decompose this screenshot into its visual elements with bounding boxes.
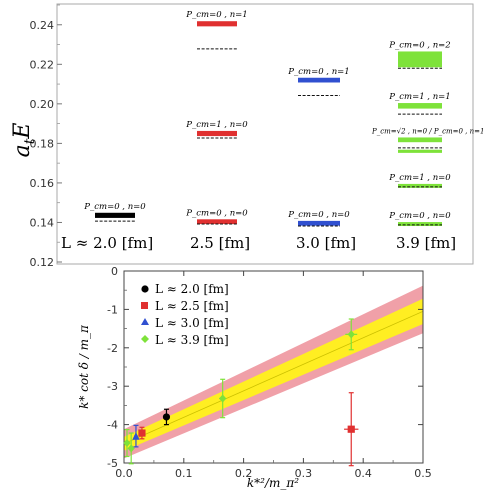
legend-label: L ≈ 3.0 [fm] xyxy=(155,316,229,330)
marker-circle xyxy=(162,413,171,421)
y-tick-label: 0.24 xyxy=(30,19,55,32)
legend-item: L ≈ 2.5 [fm] xyxy=(141,299,229,313)
y-tick-label: 0.14 xyxy=(30,216,55,229)
energy-level-label: P_cm=1 , n=0 xyxy=(388,173,451,183)
fit-inner-band xyxy=(124,298,423,451)
energy-level-bar xyxy=(197,219,237,225)
energy-level-bar xyxy=(398,137,442,143)
energy-level-bar xyxy=(95,212,135,218)
data-point xyxy=(127,432,135,465)
energy-level-label: P_cm=1 , n=1 xyxy=(388,92,450,102)
energy-y-axis-label: atE xyxy=(10,123,38,158)
legend: L ≈ 2.0 [fm] L ≈ 2.5 [fm] L ≈ 3.0 [fm] L… xyxy=(141,282,229,347)
y-tick-label: -1 xyxy=(107,303,118,316)
category-label: 3.9 [fm] xyxy=(396,234,456,252)
legend-marker xyxy=(141,318,149,325)
energy-levels: P_cm=0 , n=0 P_cm=0 , n=0 P_cm=1 , n=0 P_cm… xyxy=(83,10,484,227)
energy-level-label: P_cm=0 , n=1 xyxy=(287,67,349,77)
legend-marker xyxy=(141,302,148,309)
energy-level-bar xyxy=(298,77,340,83)
legend-item: L ≈ 3.0 [fm] xyxy=(141,316,229,330)
phase-shift-chart: 0.0 0.1 0.2 0.3 0.4 0.5 0 -1 -2 -3 -4 -5 L ≈ 2.0 [f… xyxy=(77,265,432,490)
y-tick-label: 0.16 xyxy=(30,177,55,190)
data-point xyxy=(138,426,146,440)
fit-bands xyxy=(124,285,423,459)
energy-level-label: P_cm=1 , n=0 xyxy=(185,120,248,130)
y-tick-label: 0.18 xyxy=(30,137,55,150)
y-tick-label: 0 xyxy=(111,265,118,278)
x-tick-label: 0.2 xyxy=(235,467,253,480)
data-point xyxy=(123,428,131,458)
energy-level-label: P_cm=√2 , n=0 / P_cm=0 , n=1 xyxy=(371,127,484,135)
marker-diamond xyxy=(123,438,131,448)
marker-diamond xyxy=(219,394,227,403)
energy-panel-frame xyxy=(56,3,474,265)
legend-marker xyxy=(141,335,149,343)
energy-y-ticks: 0.12 0.14 0.16 0.18 0.20 0.22 0.24 xyxy=(30,4,62,269)
data-point xyxy=(345,318,358,351)
data-point xyxy=(219,378,227,419)
x-tick-label: 0.5 xyxy=(414,467,432,480)
marker-diamond xyxy=(347,330,355,339)
energy-level-bar xyxy=(398,51,442,68)
data-point xyxy=(344,392,359,467)
y-tick-label: -2 xyxy=(107,342,118,355)
y-tick-label: 0.22 xyxy=(30,58,55,71)
marker-square xyxy=(347,425,355,433)
energy-level-label: P_cm=0 , n=2 xyxy=(388,40,450,50)
y-tick-label: 0.20 xyxy=(30,98,55,111)
y-tick-label: -5 xyxy=(107,457,118,470)
energy-level-bar xyxy=(398,183,442,188)
phase-y-axis-label: k* cot δ / m_π xyxy=(77,324,91,409)
energy-level-label: P_cm=0 , n=0 xyxy=(185,208,248,218)
y-tick-label: 0.12 xyxy=(30,256,55,269)
energy-level-label: P_cm=0 , n=0 xyxy=(287,210,350,220)
marker-triangle xyxy=(132,432,140,440)
phase-x-axis-label: k*²/m_π² xyxy=(247,476,299,490)
energy-level-bar xyxy=(398,103,442,109)
marker-diamond xyxy=(127,444,135,453)
x-tick-label: 0.4 xyxy=(354,467,372,480)
energy-level-bar xyxy=(197,130,237,137)
legend-label: L ≈ 3.9 [fm] xyxy=(155,333,229,347)
energy-level-bar xyxy=(298,220,340,226)
legend-marker xyxy=(141,285,149,293)
data-point xyxy=(132,424,140,448)
category-label: 3.0 [fm] xyxy=(296,234,356,252)
energy-level-label: P_cm=0 , n=0 xyxy=(83,202,146,212)
legend-label: L ≈ 2.0 [fm] xyxy=(155,282,229,296)
data-point xyxy=(162,408,171,426)
energy-level-bar xyxy=(398,222,442,227)
legend-label: L ≈ 2.5 [fm] xyxy=(155,299,229,313)
energy-level-chart: 0.12 0.14 0.16 0.18 0.20 0.22 0.24 P_cm=0 , n=… xyxy=(10,3,484,269)
energy-level-label: P_cm=0 , n=1 xyxy=(185,10,247,20)
category-label: 2.5 [fm] xyxy=(190,234,250,252)
energy-x-categories: L ≈ 2.0 [fm] 2.5 [fm] 3.0 [fm] 3.9 [fm] xyxy=(61,234,456,252)
y-tick-label: -3 xyxy=(107,380,118,393)
phase-axis-ticks: 0.0 0.1 0.2 0.3 0.4 0.5 0 -1 -2 -3 -4 -5 xyxy=(107,265,432,480)
legend-item: L ≈ 3.9 [fm] xyxy=(141,333,229,347)
y-tick-label: -4 xyxy=(107,419,118,432)
phase-data-points xyxy=(123,318,359,467)
energy-level-label: P_cm=0 , n=0 xyxy=(388,211,451,221)
x-tick-label: 0.1 xyxy=(175,467,193,480)
energy-level-bar xyxy=(398,149,442,153)
energy-level-bar xyxy=(197,21,237,27)
legend-item: L ≈ 2.0 [fm] xyxy=(141,282,229,296)
x-tick-label: 0.3 xyxy=(295,467,313,480)
category-label: L ≈ 2.0 [fm] xyxy=(61,234,153,252)
x-tick-label: 0.0 xyxy=(115,467,133,480)
marker-square xyxy=(138,429,146,437)
fit-central-line xyxy=(124,310,423,445)
